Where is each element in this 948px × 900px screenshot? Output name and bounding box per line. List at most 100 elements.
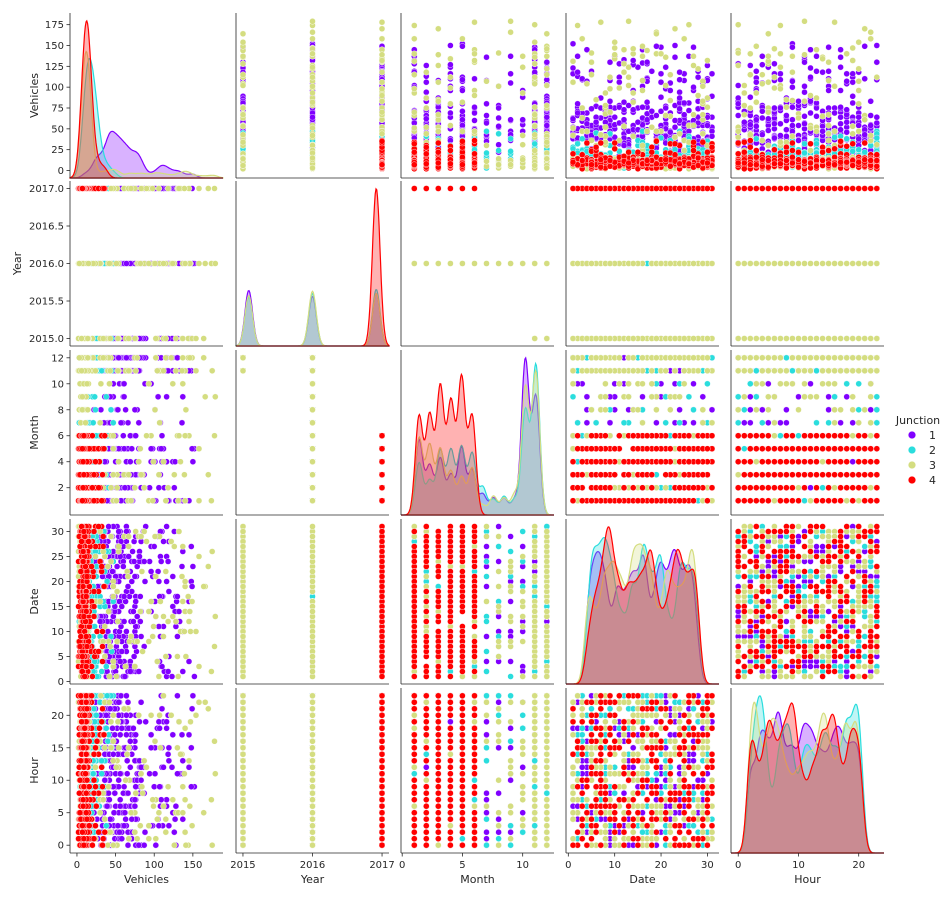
scatter-point xyxy=(643,98,651,106)
scatter-point xyxy=(690,44,697,51)
scatter-point xyxy=(843,106,850,113)
scatter-point xyxy=(681,35,688,42)
scatter-point xyxy=(606,163,614,170)
scatter-point xyxy=(531,60,538,67)
scatter-point xyxy=(531,140,538,148)
scatter-point xyxy=(630,98,637,106)
scatter-point xyxy=(423,68,430,76)
scatter-point xyxy=(435,139,442,147)
scatter-point xyxy=(378,108,386,116)
scatter-point xyxy=(653,128,660,135)
scatter-point xyxy=(507,116,514,123)
scatter-point xyxy=(639,43,646,50)
scatter-point xyxy=(423,62,430,69)
scatter-point xyxy=(771,146,778,153)
scatter-point xyxy=(801,59,808,66)
scatter-point xyxy=(634,148,642,156)
scatter-point xyxy=(667,71,674,78)
scatter-point xyxy=(699,130,706,138)
scatter-point xyxy=(459,161,466,168)
scatter-point xyxy=(819,157,826,164)
scatter-point xyxy=(843,135,850,143)
scatter-point xyxy=(378,57,386,64)
scatter-point xyxy=(765,127,772,134)
scatter-point xyxy=(519,63,526,71)
scatter-point xyxy=(789,83,796,91)
scatter-point xyxy=(831,83,838,90)
scatter-point xyxy=(813,113,820,120)
scatter-point xyxy=(789,78,796,85)
scatter-point xyxy=(447,160,454,168)
scatter-point xyxy=(735,139,742,147)
scatter-point xyxy=(471,159,478,167)
scatter-point xyxy=(378,161,386,168)
scatter-point xyxy=(690,62,697,69)
scatter-point xyxy=(531,39,538,46)
scatter-point xyxy=(671,133,679,141)
scatter-point xyxy=(653,138,660,145)
scatter-point xyxy=(759,108,766,115)
scatter-point xyxy=(378,25,386,32)
scatter-point xyxy=(837,103,844,111)
y-tick-label: 50 xyxy=(51,124,64,135)
scatter-point xyxy=(507,29,514,36)
scatter-point xyxy=(643,47,651,54)
scatter-point xyxy=(759,61,766,68)
scatter-point xyxy=(825,77,832,84)
scatter-point xyxy=(855,100,862,108)
scatter-point xyxy=(597,19,604,26)
scatter-point xyxy=(423,115,430,123)
scatter-point xyxy=(543,59,550,66)
scatter-point xyxy=(471,92,478,99)
scatter-point xyxy=(795,137,802,144)
scatter-point xyxy=(574,68,581,76)
scatter-point xyxy=(807,140,814,148)
scatter-point xyxy=(639,77,646,84)
scatter-point xyxy=(569,78,577,86)
scatter-point xyxy=(699,138,706,146)
scatter-point xyxy=(667,87,674,94)
scatter-point xyxy=(569,132,577,139)
scatter-point xyxy=(411,71,418,78)
scatter-point xyxy=(867,112,874,119)
scatter-point xyxy=(789,122,796,129)
scatter-point xyxy=(771,120,778,128)
scatter-point xyxy=(507,18,514,25)
scatter-point xyxy=(447,73,454,81)
scatter-point xyxy=(531,54,538,61)
scatter-point xyxy=(801,98,808,105)
scatter-point xyxy=(495,147,502,154)
scatter-point xyxy=(753,68,760,75)
scatter-point xyxy=(435,78,442,86)
scatter-point xyxy=(239,111,247,118)
scatter-point xyxy=(597,163,604,171)
scatter-point xyxy=(639,87,646,94)
subplot-vehicles-vs-hour xyxy=(730,13,884,179)
scatter-point xyxy=(435,159,442,167)
scatter-point xyxy=(867,157,874,164)
scatter-point xyxy=(807,159,814,167)
scatter-point xyxy=(795,98,802,105)
scatter-point xyxy=(807,64,814,72)
scatter-point xyxy=(759,53,766,60)
scatter-point xyxy=(569,158,577,166)
scatter-point xyxy=(694,92,702,99)
scatter-point xyxy=(831,19,838,26)
scatter-point xyxy=(309,124,316,132)
scatter-point xyxy=(777,22,784,29)
scatter-point xyxy=(807,73,814,81)
y-tick-label: 0 xyxy=(58,166,64,177)
scatter-point xyxy=(777,132,784,139)
scatter-point xyxy=(579,35,586,42)
scatter-point xyxy=(583,128,591,135)
scatter-point xyxy=(765,78,772,86)
scatter-point xyxy=(459,108,466,115)
scatter-point xyxy=(837,126,844,133)
scatter-point xyxy=(411,35,418,42)
scatter-point xyxy=(855,87,862,94)
scatter-point xyxy=(735,100,742,108)
scatter-point xyxy=(507,70,514,78)
scatter-point xyxy=(495,114,502,122)
scatter-point xyxy=(569,64,577,72)
